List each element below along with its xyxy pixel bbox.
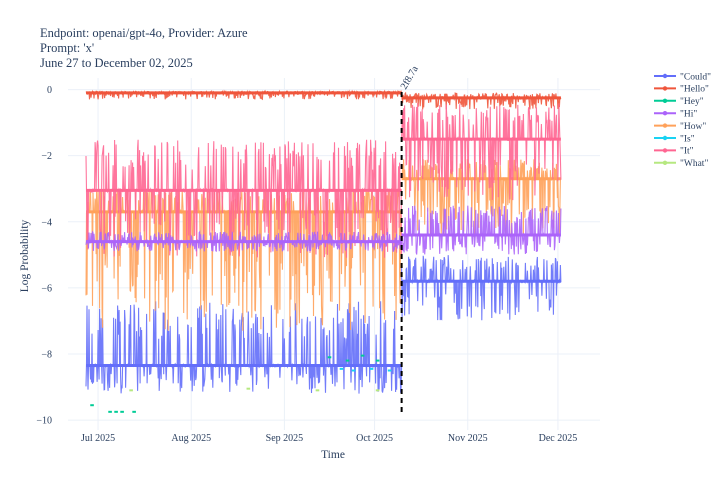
data-point <box>369 367 374 370</box>
x-tick-label: Nov 2025 <box>448 433 488 444</box>
y-tick-label: −4 <box>41 217 52 228</box>
legend-item: "It" <box>654 147 694 157</box>
legend-marker <box>662 111 668 116</box>
legend-item: "Hey" <box>654 97 704 107</box>
chart-title-line-2: Prompt: 'x' <box>40 41 95 55</box>
legend-label: "Hey" <box>680 97 704 107</box>
x-tick-label: Sep 2025 <box>266 433 304 444</box>
y-tick-label: −6 <box>41 283 52 294</box>
legend-marker <box>662 135 668 141</box>
y-tick-label: −8 <box>41 349 52 360</box>
data-point <box>360 354 365 357</box>
legend-label: "It" <box>680 147 694 157</box>
series-line <box>401 205 562 255</box>
data-point <box>375 389 380 392</box>
legend-marker <box>662 160 668 165</box>
legend-item: "Could" <box>654 72 711 82</box>
legend-item: "What" <box>654 159 708 169</box>
data-point <box>345 359 350 362</box>
data-point <box>132 410 136 413</box>
legend-label: "Hello" <box>680 85 709 95</box>
legend-marker <box>662 123 668 128</box>
x-tick-label: Oct 2025 <box>356 433 393 444</box>
chart-title-line-3: June 27 to December 02, 2025 <box>40 56 193 70</box>
legend-marker <box>662 86 668 91</box>
legend-marker <box>662 148 668 153</box>
legend-label: "Hi" <box>680 110 697 120</box>
legend-label: "How" <box>680 122 706 132</box>
chart-title: Endpoint: openai/gpt-4o, Provider: Azure… <box>40 26 248 71</box>
x-tick-label: Aug 2025 <box>171 433 211 444</box>
series-3 <box>85 205 562 255</box>
y-tick-label: 0 <box>47 85 52 96</box>
series-layer <box>85 89 562 413</box>
legend-item: "Hello" <box>654 85 709 95</box>
legend-marker <box>662 73 668 79</box>
annotation-label: 2f8.7a <box>399 64 421 92</box>
data-point <box>375 359 380 362</box>
data-point <box>129 389 133 392</box>
data-point <box>315 389 320 392</box>
legend-label: "What" <box>680 159 708 169</box>
legend-marker <box>662 98 668 104</box>
series-2 <box>90 354 380 413</box>
data-point <box>246 387 251 390</box>
y-tick-label: −10 <box>36 416 52 427</box>
series-1 <box>85 89 562 110</box>
x-tick-label: Dec 2025 <box>539 433 578 444</box>
y-axis-title: Log Probability <box>19 219 31 292</box>
series-7 <box>129 387 380 392</box>
series-6 <box>85 102 562 258</box>
data-point <box>387 369 392 372</box>
series-line <box>85 301 403 394</box>
data-point <box>120 410 124 413</box>
x-tick-label: Jul 2025 <box>81 433 115 444</box>
data-point <box>351 369 356 372</box>
data-point <box>108 410 112 413</box>
series-line <box>401 91 562 110</box>
data-point <box>90 404 94 407</box>
x-axis-title: Time <box>321 449 345 461</box>
legend: "Could" "Hello" "Hey" "Hi" "How" "Is" "It" "Wha… <box>654 72 711 169</box>
legend-item: "How" <box>654 122 706 132</box>
y-tick-label: −2 <box>41 151 52 162</box>
legend-item: "Hi" <box>654 110 697 120</box>
data-point <box>339 367 344 370</box>
data-point <box>114 410 118 413</box>
legend-item: "Is" <box>654 134 695 144</box>
legend-label: "Could" <box>680 72 711 82</box>
data-point <box>327 356 332 359</box>
series-5 <box>339 367 392 372</box>
chart-title-line-1: Endpoint: openai/gpt-4o, Provider: Azure <box>40 26 248 40</box>
legend-label: "Is" <box>680 134 695 144</box>
axes: Time Log Probability 0 −2 −4 −6 −8 −10 Jul 202… <box>19 85 577 461</box>
